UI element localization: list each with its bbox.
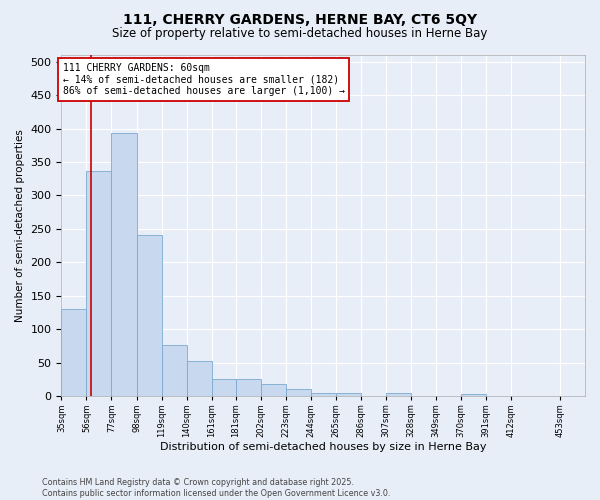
Text: Size of property relative to semi-detached houses in Herne Bay: Size of property relative to semi-detach…: [112, 28, 488, 40]
Y-axis label: Number of semi-detached properties: Number of semi-detached properties: [15, 129, 25, 322]
Text: 111, CHERRY GARDENS, HERNE BAY, CT6 5QY: 111, CHERRY GARDENS, HERNE BAY, CT6 5QY: [123, 12, 477, 26]
Bar: [86, 172, 112, 396]
Bar: [187, 362, 212, 396]
Bar: [161, 344, 187, 396]
Bar: [212, 378, 236, 396]
Bar: [311, 393, 336, 396]
Bar: [286, 390, 311, 396]
Bar: [336, 393, 361, 396]
Bar: [137, 235, 161, 396]
Bar: [260, 384, 286, 396]
Bar: [386, 394, 411, 396]
Text: Contains HM Land Registry data © Crown copyright and database right 2025.
Contai: Contains HM Land Registry data © Crown c…: [42, 478, 391, 498]
Bar: [236, 378, 260, 396]
Bar: [461, 394, 486, 396]
Bar: [61, 308, 86, 396]
Text: 111 CHERRY GARDENS: 60sqm
← 14% of semi-detached houses are smaller (182)
86% of: 111 CHERRY GARDENS: 60sqm ← 14% of semi-…: [62, 63, 344, 96]
Bar: [112, 134, 137, 396]
X-axis label: Distribution of semi-detached houses by size in Herne Bay: Distribution of semi-detached houses by …: [160, 442, 487, 452]
